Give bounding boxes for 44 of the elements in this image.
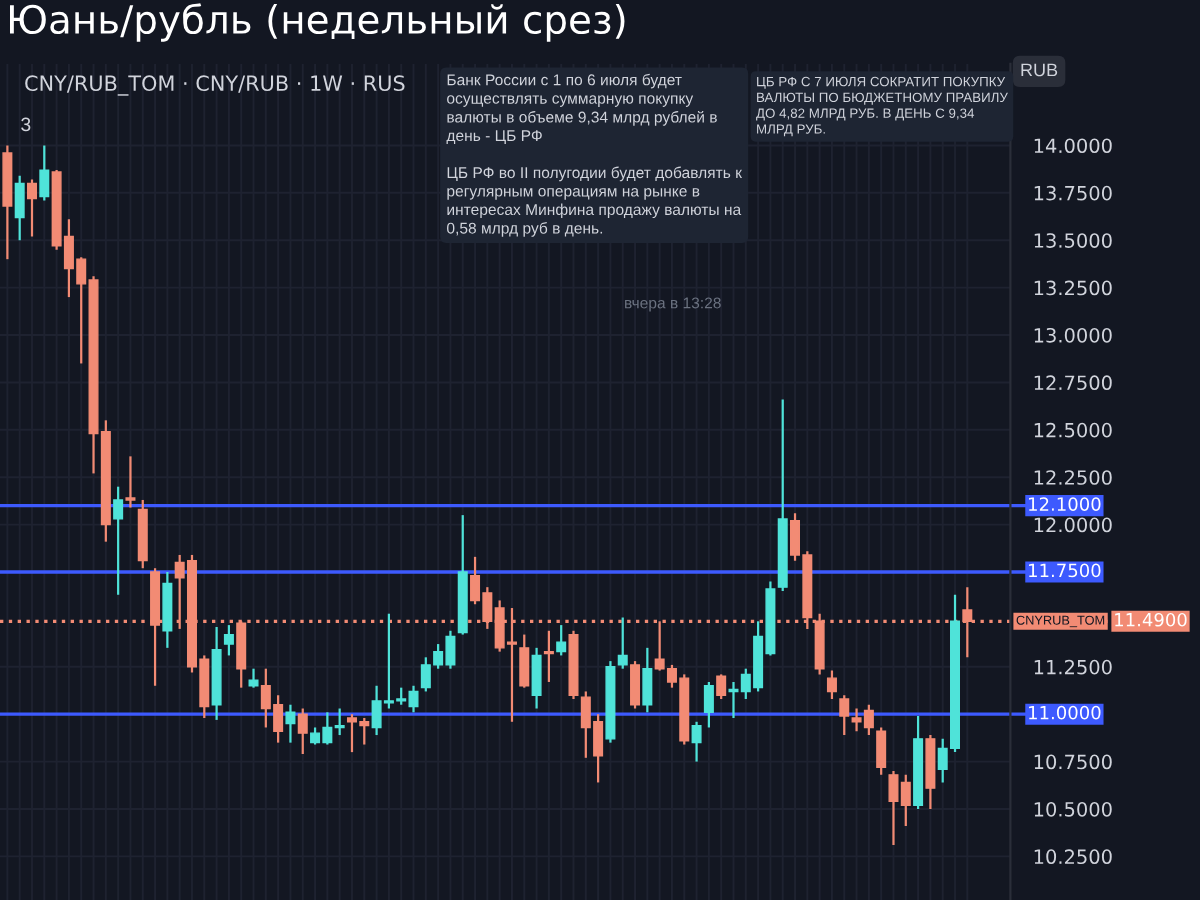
y-tick-label: 13.2500 <box>1034 280 1112 296</box>
y-tick-label: 13.0000 <box>1034 327 1112 343</box>
y-tick-label: 11.2500 <box>1034 659 1112 675</box>
ref-line-label: 11.0000 <box>1029 705 1101 720</box>
candlestick <box>876 726 887 776</box>
y-tick-label: 12.7500 <box>1034 375 1112 391</box>
y-tick-label: 10.7500 <box>1034 754 1112 770</box>
candlestick <box>691 720 702 763</box>
y-tick-label: 10.2500 <box>1034 849 1112 865</box>
candlestick <box>125 455 136 509</box>
candlestick <box>113 485 124 596</box>
candlestick <box>285 703 296 744</box>
candlestick <box>223 623 234 657</box>
chart-title: Юань/рубль (недельный срез) <box>10 3 625 42</box>
candlestick <box>519 633 530 689</box>
y-tick-label: 13.7500 <box>1034 185 1112 201</box>
text: RUB <box>1021 63 1058 77</box>
candlestick <box>556 623 567 657</box>
candlestick <box>839 694 850 737</box>
y-tick-label: 10.5000 <box>1034 801 1112 817</box>
candlestick <box>826 669 837 701</box>
ref-line-label: 12.1000 <box>1029 497 1101 511</box>
y-tick-label: 12.5000 <box>1034 422 1112 438</box>
candlestick <box>642 646 653 714</box>
candlestick <box>26 178 38 238</box>
candlestick <box>716 673 727 701</box>
annotation: 3 <box>21 117 31 132</box>
candlestick <box>297 707 308 756</box>
candlestick <box>617 616 628 670</box>
y-tick-label: 12.2500 <box>1034 470 1112 485</box>
candlestick <box>162 570 173 649</box>
candlestick <box>531 646 542 710</box>
candlestick <box>248 667 259 689</box>
text: CNY/RUB_TOM · CNY/RUB · 1W · RUS <box>25 75 405 96</box>
ref-line-label: 11.4900 <box>1115 612 1187 627</box>
candlestick <box>703 680 714 729</box>
candlestick <box>543 629 554 684</box>
y-tick-label: 14.0000 <box>1034 138 1112 154</box>
y-tick-label: 12.0000 <box>1034 517 1112 533</box>
candlestick <box>14 174 25 242</box>
ref-line-label: 11.7500 <box>1029 563 1101 578</box>
candlestick <box>630 660 641 710</box>
y-tick-label: 13.5000 <box>1034 233 1112 248</box>
candlestick <box>39 144 50 202</box>
